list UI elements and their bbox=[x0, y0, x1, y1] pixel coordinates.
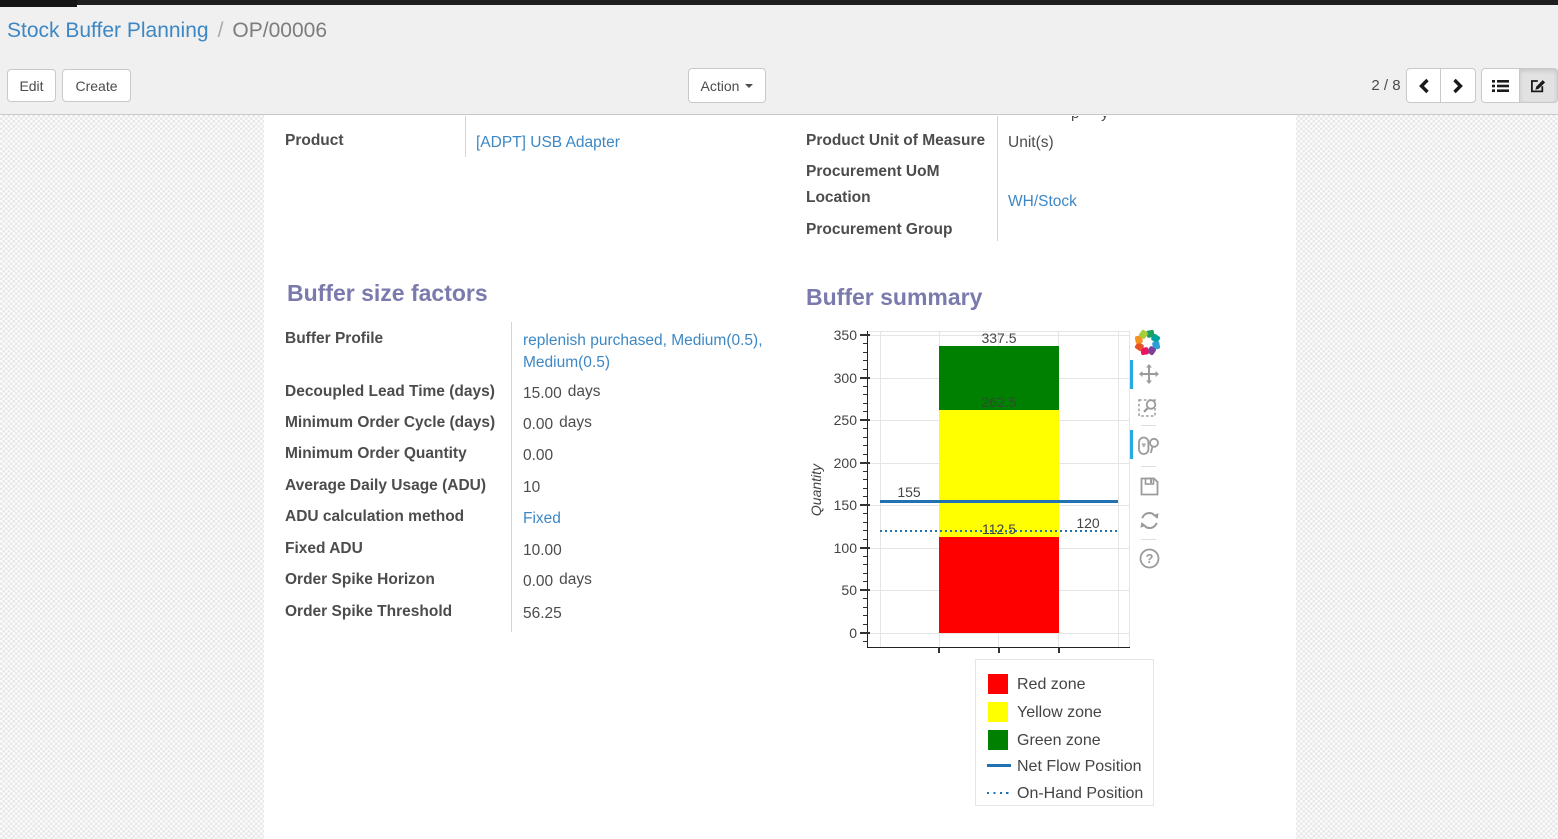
svg-text:?: ? bbox=[1146, 551, 1154, 566]
